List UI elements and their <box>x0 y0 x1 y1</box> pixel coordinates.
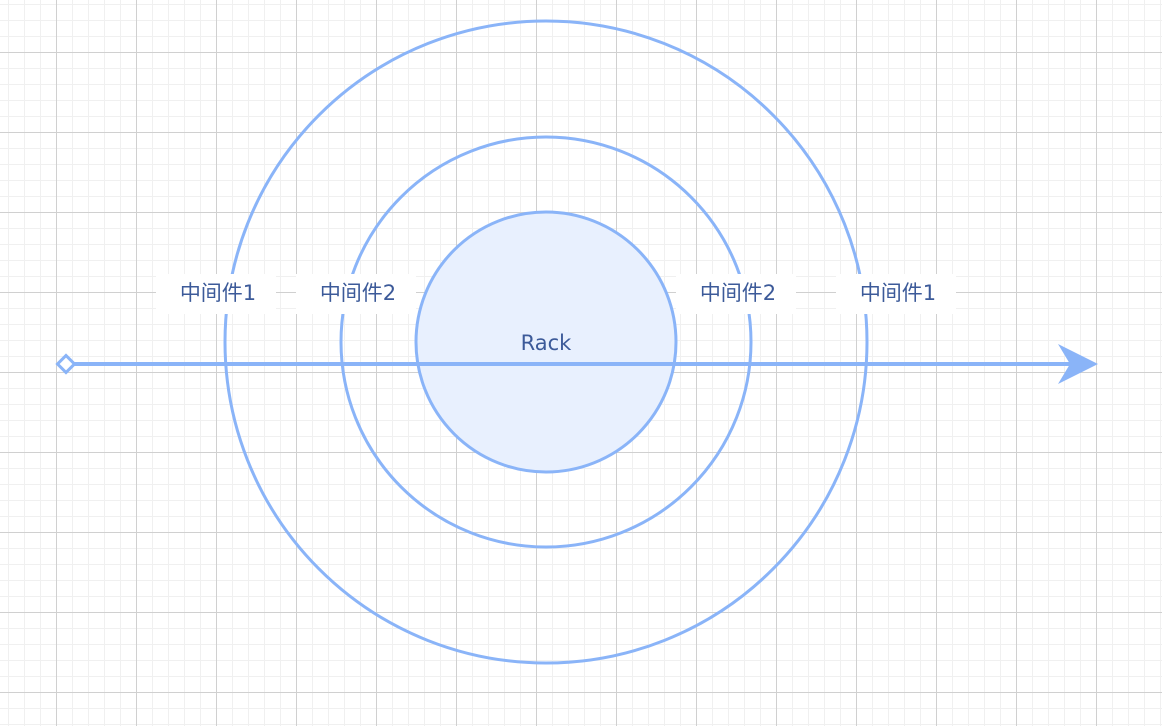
rack-core-circle[interactable] <box>414 210 678 474</box>
outer-ring[interactable] <box>223 19 869 665</box>
flow-arrow-start-diamond[interactable] <box>55 353 77 375</box>
right-outer-middleware-label: 中间件1 <box>860 281 936 305</box>
right-outer-label-bg <box>836 274 956 314</box>
left-inner-label-bg <box>296 274 416 314</box>
rack-label: Rack <box>521 331 573 355</box>
middle-ring[interactable] <box>339 135 753 549</box>
left-inner-middleware-label: 中间件2 <box>320 281 396 305</box>
left-outer-middleware-label: 中间件1 <box>180 281 256 305</box>
right-inner-label-bg <box>676 274 796 314</box>
right-inner-middleware-label: 中间件2 <box>700 281 776 305</box>
left-outer-label-bg <box>156 274 276 314</box>
